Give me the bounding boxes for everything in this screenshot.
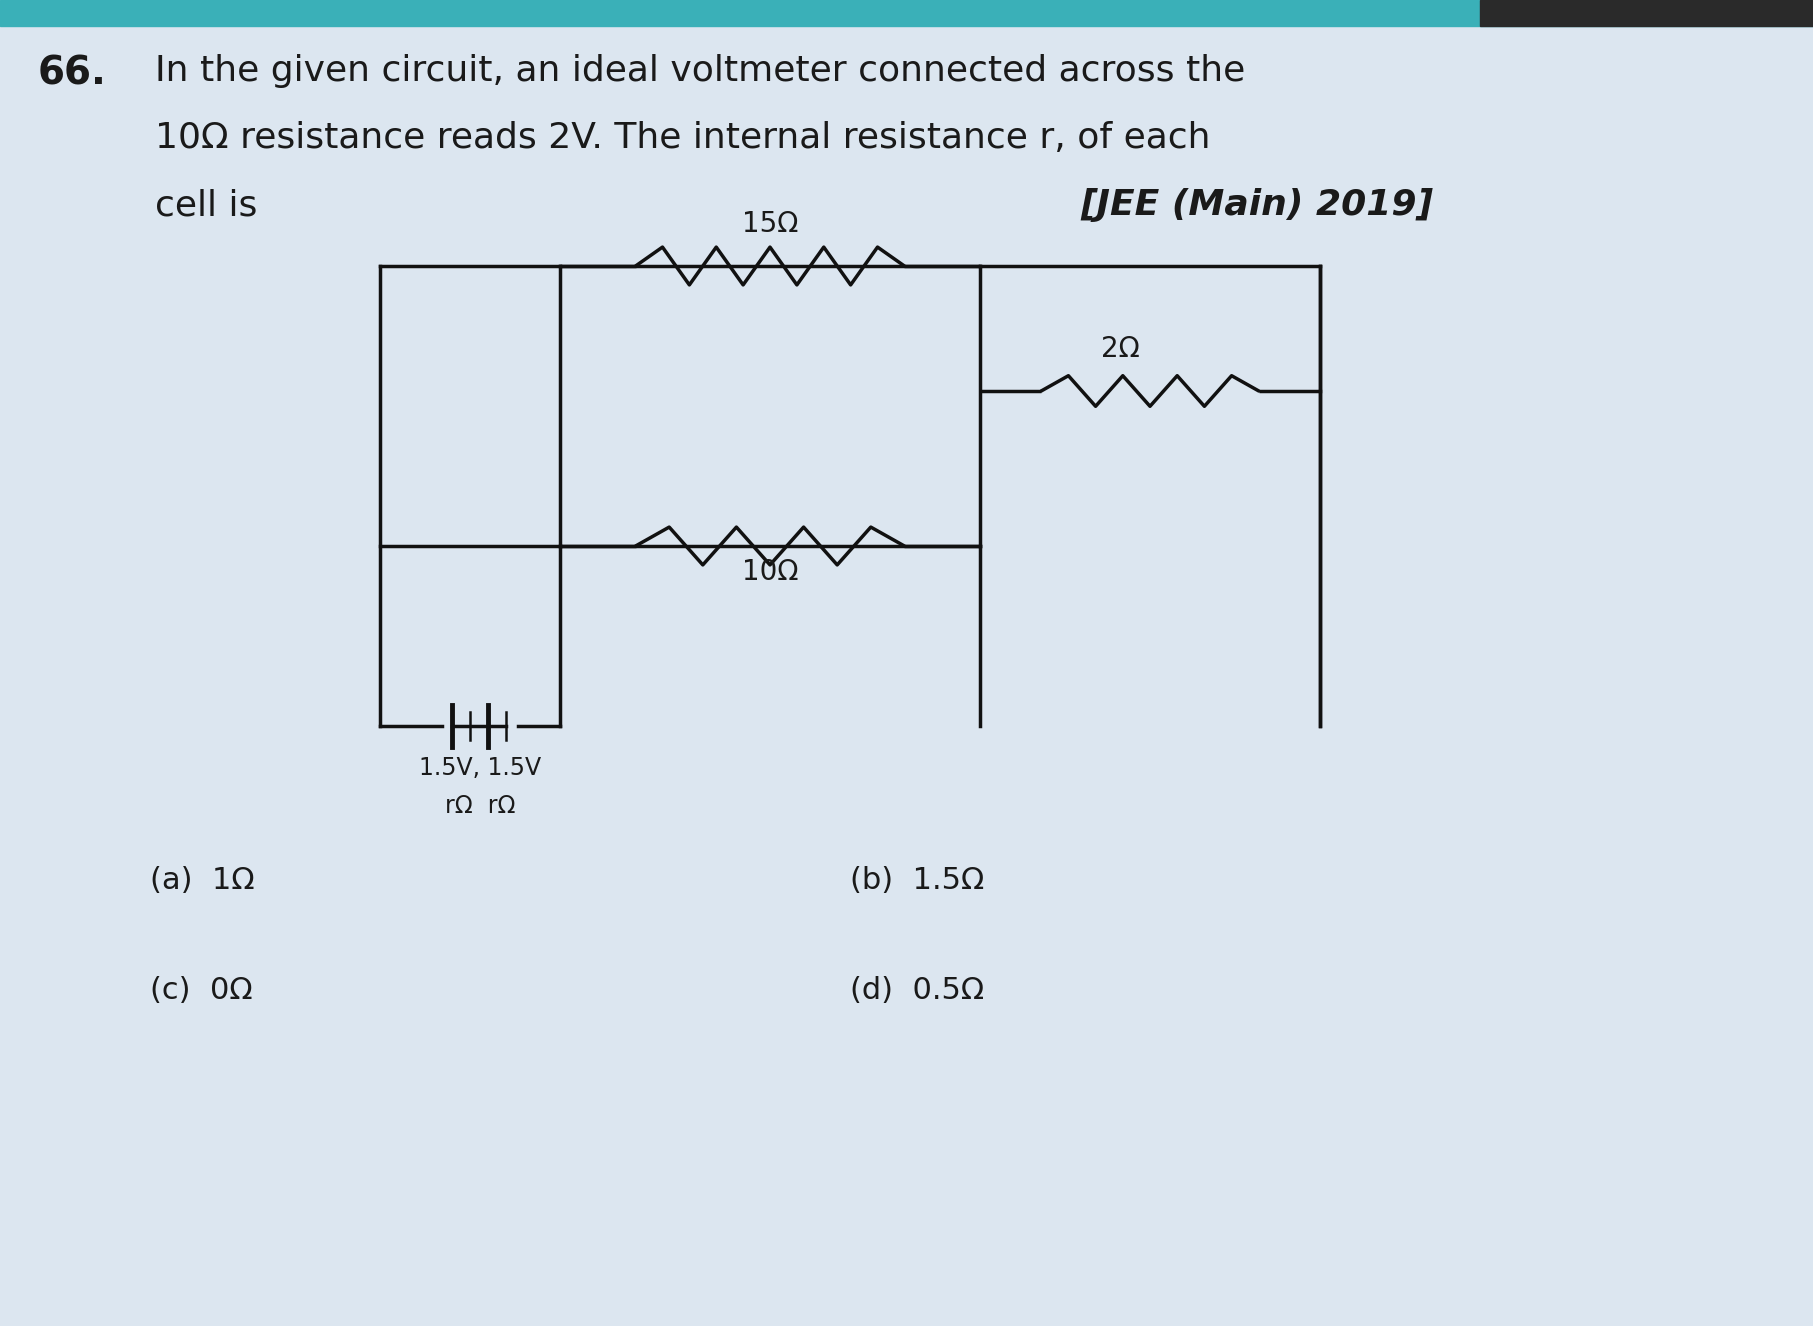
Text: rΩ  rΩ: rΩ rΩ <box>444 794 515 818</box>
Text: (b)  1.5Ω: (b) 1.5Ω <box>850 866 984 895</box>
Text: cell is: cell is <box>154 188 257 221</box>
Text: 1.5V, 1.5V: 1.5V, 1.5V <box>419 756 540 780</box>
Text: 66.: 66. <box>38 54 107 91</box>
Text: 10Ω: 10Ω <box>742 558 798 586</box>
Text: 15Ω: 15Ω <box>742 210 798 237</box>
Text: [JEE (Main) 2019]: [JEE (Main) 2019] <box>1081 188 1432 221</box>
Text: (c)  0Ω: (c) 0Ω <box>150 976 252 1005</box>
Bar <box>0 0 1813 27</box>
Text: (a)  1Ω: (a) 1Ω <box>150 866 254 895</box>
Bar <box>1479 0 1813 27</box>
Text: In the given circuit, an ideal voltmeter connected across the: In the given circuit, an ideal voltmeter… <box>154 54 1246 88</box>
Text: 10Ω resistance reads 2V. The internal resistance r, of each: 10Ω resistance reads 2V. The internal re… <box>154 121 1211 155</box>
Text: (d)  0.5Ω: (d) 0.5Ω <box>850 976 984 1005</box>
Text: 2Ω: 2Ω <box>1100 335 1139 363</box>
